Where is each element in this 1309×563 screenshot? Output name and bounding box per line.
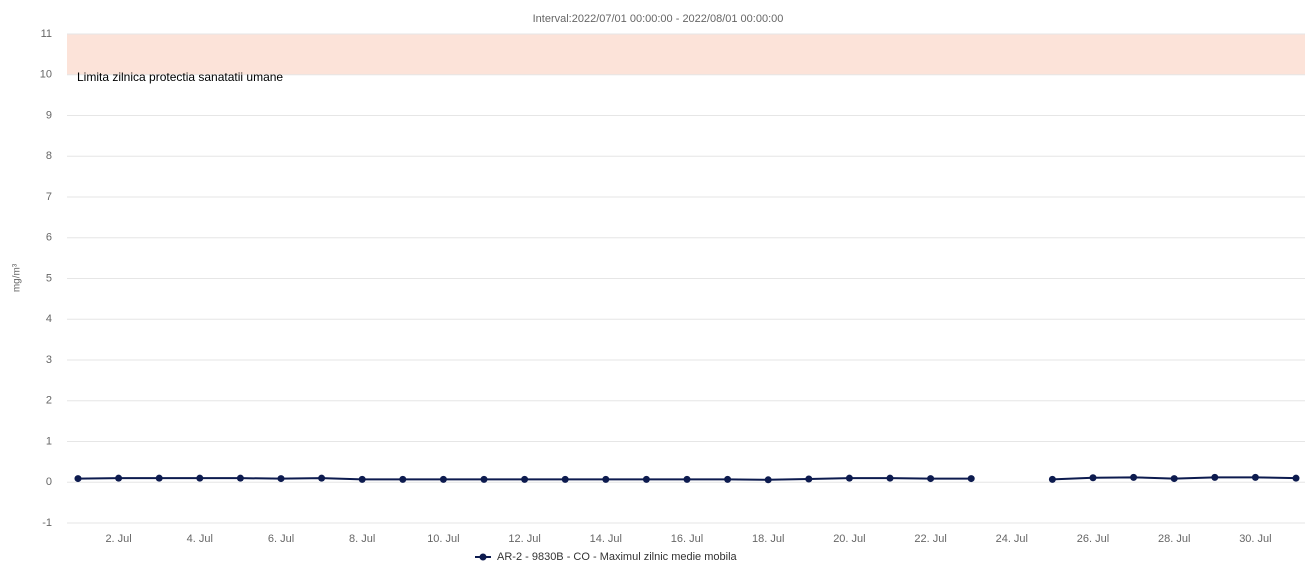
data-point [967, 475, 975, 483]
data-point [886, 474, 894, 482]
data-point [1251, 473, 1259, 481]
data-point [805, 475, 813, 483]
x-tick-label: 10. Jul [427, 533, 459, 545]
data-point [1211, 473, 1219, 481]
y-tick-label: 0 [46, 476, 52, 488]
y-tick-label: 6 [46, 232, 52, 244]
y-tick-label: 5 [46, 272, 52, 284]
x-tick-label: 8. Jul [349, 533, 375, 545]
data-point [358, 475, 366, 483]
y-tick-label: 2 [46, 395, 52, 407]
data-point [439, 475, 447, 483]
y-tick-label: -1 [42, 517, 52, 529]
x-tick-label: 6. Jul [268, 533, 294, 545]
data-point [683, 475, 691, 483]
data-point [724, 475, 732, 483]
data-point [927, 475, 935, 483]
data-point [399, 475, 407, 483]
data-point [764, 476, 772, 484]
data-point [1089, 474, 1097, 482]
data-point [277, 475, 285, 483]
data-point [155, 474, 163, 482]
chart-title: Interval:2022/07/01 00:00:00 - 2022/08/0… [533, 13, 784, 25]
y-tick-label: 1 [46, 435, 52, 447]
y-tick-label: 7 [46, 191, 52, 203]
y-tick-label: 10 [40, 69, 52, 81]
data-point [1292, 474, 1300, 482]
y-axis-label: mg/m³ [12, 263, 23, 292]
legend-marker [479, 553, 487, 561]
legend-label: AR-2 - 9830B - CO - Maximul zilnic medie… [497, 551, 738, 563]
data-point [1048, 475, 1056, 483]
data-point [480, 475, 488, 483]
x-tick-label: 26. Jul [1077, 533, 1109, 545]
y-tick-label: 4 [46, 313, 52, 325]
x-tick-label: 12. Jul [508, 533, 540, 545]
x-tick-label: 16. Jul [671, 533, 703, 545]
data-point [521, 475, 529, 483]
x-tick-label: 24. Jul [996, 533, 1028, 545]
data-point [602, 475, 610, 483]
data-point [845, 474, 853, 482]
x-tick-label: 14. Jul [590, 533, 622, 545]
x-tick-label: 28. Jul [1158, 533, 1190, 545]
x-tick-label: 20. Jul [833, 533, 865, 545]
x-tick-label: 18. Jul [752, 533, 784, 545]
data-point [1130, 473, 1138, 481]
data-point [236, 474, 244, 482]
plot-band [67, 34, 1305, 75]
data-point [561, 475, 569, 483]
x-tick-label: 4. Jul [187, 533, 213, 545]
y-tick-label: 9 [46, 109, 52, 121]
data-point [318, 474, 326, 482]
data-point [642, 475, 650, 483]
data-point [1170, 475, 1178, 483]
x-tick-label: 30. Jul [1239, 533, 1271, 545]
x-tick-label: 22. Jul [914, 533, 946, 545]
y-tick-label: 3 [46, 354, 52, 366]
data-point [115, 474, 123, 482]
y-tick-label: 11 [41, 28, 52, 40]
data-point [74, 475, 82, 483]
x-tick-label: 2. Jul [105, 533, 131, 545]
y-tick-label: 8 [46, 150, 52, 162]
data-point [196, 474, 204, 482]
plot-band-label: Limita zilnica protectia sanatatii umane [77, 70, 283, 84]
